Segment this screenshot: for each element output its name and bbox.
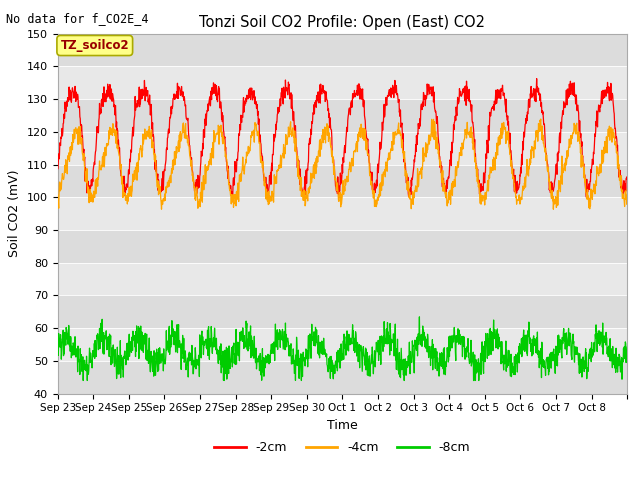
Bar [58,132,627,165]
Title: Tonzi Soil CO2 Profile: Open (East) CO2: Tonzi Soil CO2 Profile: Open (East) CO2 [200,15,485,30]
X-axis label: Time: Time [327,419,358,432]
Bar [58,165,627,197]
Y-axis label: Soil CO2 (mV): Soil CO2 (mV) [8,170,21,257]
Bar [58,99,627,132]
Bar [58,328,627,361]
Bar [58,295,627,328]
Bar [58,361,627,394]
Legend: -2cm, -4cm, -8cm: -2cm, -4cm, -8cm [209,436,476,459]
Bar [58,197,627,230]
Bar [58,66,627,99]
Text: No data for f_CO2E_4: No data for f_CO2E_4 [6,12,149,25]
Bar [58,263,627,295]
Bar [58,34,627,66]
Bar [58,230,627,263]
Text: TZ_soilco2: TZ_soilco2 [60,39,129,52]
